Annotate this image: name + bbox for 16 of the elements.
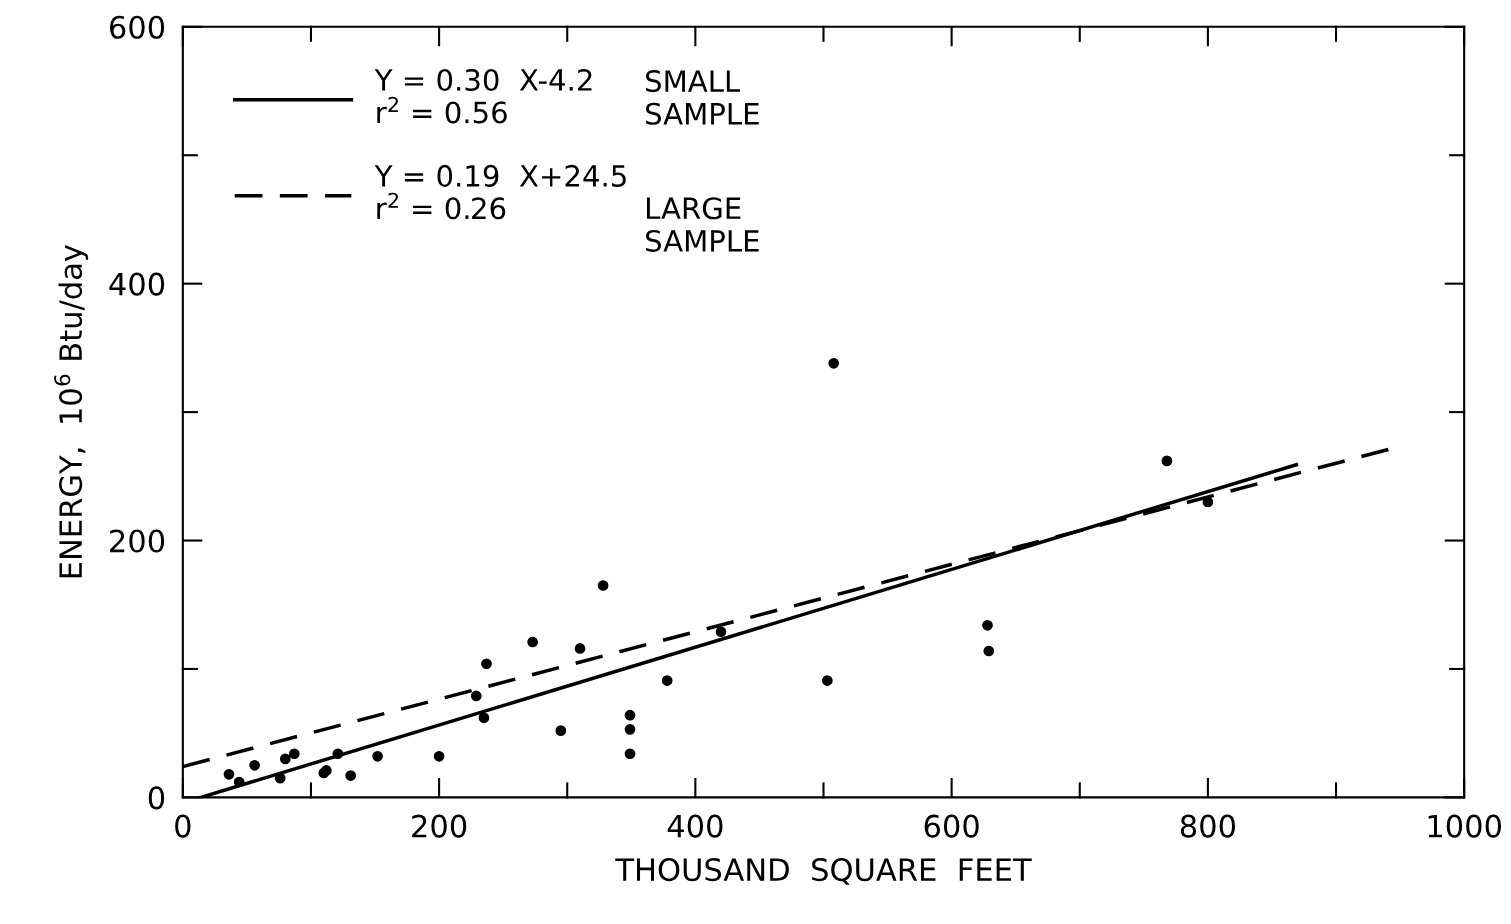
x-tick-label: 1000 [1428, 814, 1502, 838]
x-axis-title: THOUSAND SQUARE FEET [615, 858, 1032, 885]
y-tick-label: 0 [148, 786, 165, 810]
x-tick-label: 0 [175, 814, 191, 838]
y-axis-title: ENERGY, 10$^{6}$ Btu/day [54, 244, 89, 578]
x-tick-label: 400 [667, 814, 723, 838]
y-tick-label: 200 [110, 529, 165, 553]
y-tick-label: 600 [109, 15, 165, 39]
legend-label: Y = 0.30 X-4.2 r$^{2}$ = 0.56 [374, 68, 592, 124]
annotation: SMALL SAMPLE [646, 70, 759, 125]
annotation: LARGE SAMPLE [646, 197, 759, 252]
x-tick-label: 200 [412, 814, 467, 838]
legend-label: Y = 0.19 X+24.5 r$^{2}$ = 0.26 [374, 164, 626, 220]
x-tick-label: 600 [924, 814, 979, 838]
y-tick-label: 400 [109, 272, 165, 296]
x-tick-label: 800 [1180, 814, 1236, 838]
